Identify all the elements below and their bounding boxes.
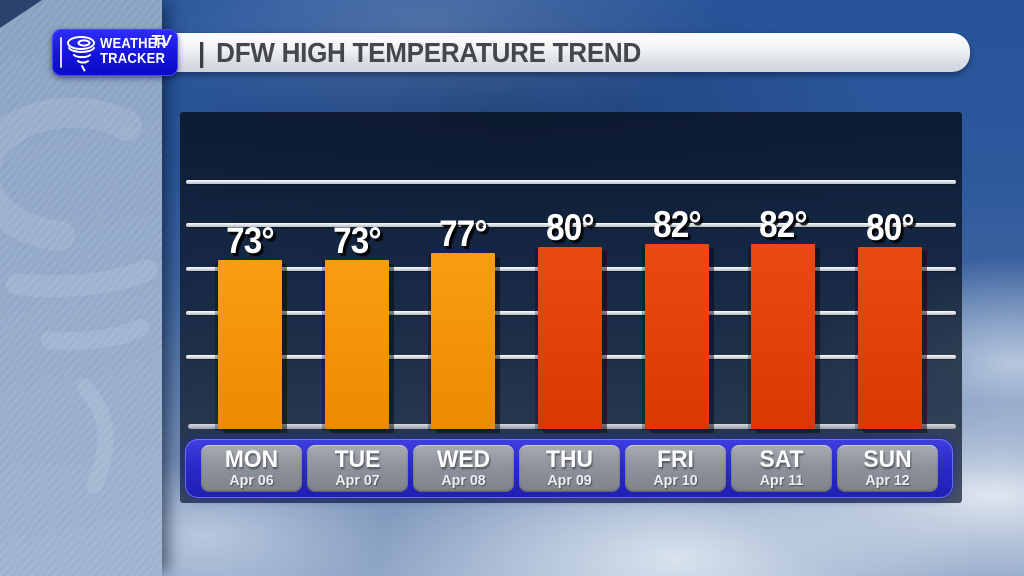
temp-bar [431, 252, 495, 429]
day-date: Apr 09 [546, 472, 592, 489]
day-date: Apr 07 [334, 472, 380, 489]
temp-bar [218, 260, 282, 429]
title-pipe: | [198, 36, 206, 68]
temp-bar [751, 243, 815, 429]
day-date: Apr 12 [864, 472, 910, 489]
gridline [186, 223, 956, 227]
chart-panel: 73° 73° 77° 80° 82° 82° 80° MON Apr 06 TUE Apr 07… [180, 112, 962, 503]
temp-value-label: 82° [653, 203, 702, 245]
page-title: | DFW HIGH TEMPERATURE TREND [198, 37, 641, 69]
day-name: THU [545, 446, 593, 473]
temp-value-label: 73° [226, 220, 275, 261]
day-strip: MON Apr 06 TUE Apr 07 WED Apr 08 THU Apr 09 FRI A… [185, 439, 953, 498]
logo-line1: WEATHER [100, 36, 167, 52]
tornado-watermark-icon [0, 97, 158, 494]
day-name: SUN [862, 446, 912, 473]
temp-value-label: 80° [546, 207, 595, 249]
temp-bar [858, 247, 922, 429]
temp-bar [645, 243, 709, 429]
day-box: MON Apr 06 [200, 445, 302, 492]
temp-bar [538, 247, 602, 429]
day-date: Apr 10 [652, 472, 698, 489]
logo-line2: TRACKER [100, 51, 166, 67]
temp-value-label: 80° [866, 207, 915, 249]
day-name: SAT [759, 446, 803, 473]
temp-bar [325, 260, 389, 429]
day-box: WED Apr 08 [412, 445, 514, 492]
brand-logo: WEATHER TRACKER TV [52, 29, 178, 76]
day-box: SAT Apr 11 [730, 445, 832, 492]
day-box: THU Apr 09 [518, 445, 620, 492]
tornado-logo-icon [67, 36, 95, 72]
title-text: DFW HIGH TEMPERATURE TREND [216, 36, 641, 68]
day-name: WED [436, 446, 490, 473]
corner-notch [0, 0, 42, 28]
logo-divider [60, 37, 62, 68]
temp-value-label: 73° [333, 220, 382, 261]
day-name: FRI [656, 446, 694, 473]
day-date: Apr 11 [759, 472, 803, 489]
day-box: TUE Apr 07 [306, 445, 408, 492]
day-name: MON [224, 446, 278, 473]
logo-wordmark: WEATHER TRACKER [100, 37, 166, 67]
gridline [186, 180, 956, 184]
temp-value-label: 77° [439, 212, 488, 254]
day-box: SUN Apr 12 [836, 445, 938, 492]
day-date: Apr 06 [228, 472, 274, 489]
day-date: Apr 08 [440, 472, 486, 489]
day-box: FRI Apr 10 [624, 445, 726, 492]
left-texture-panel [0, 0, 162, 576]
temp-value-label: 82° [759, 203, 808, 245]
day-name: TUE [334, 446, 380, 473]
header-bar: | DFW HIGH TEMPERATURE TREND [172, 33, 970, 72]
tv-badge: TV [149, 33, 172, 50]
